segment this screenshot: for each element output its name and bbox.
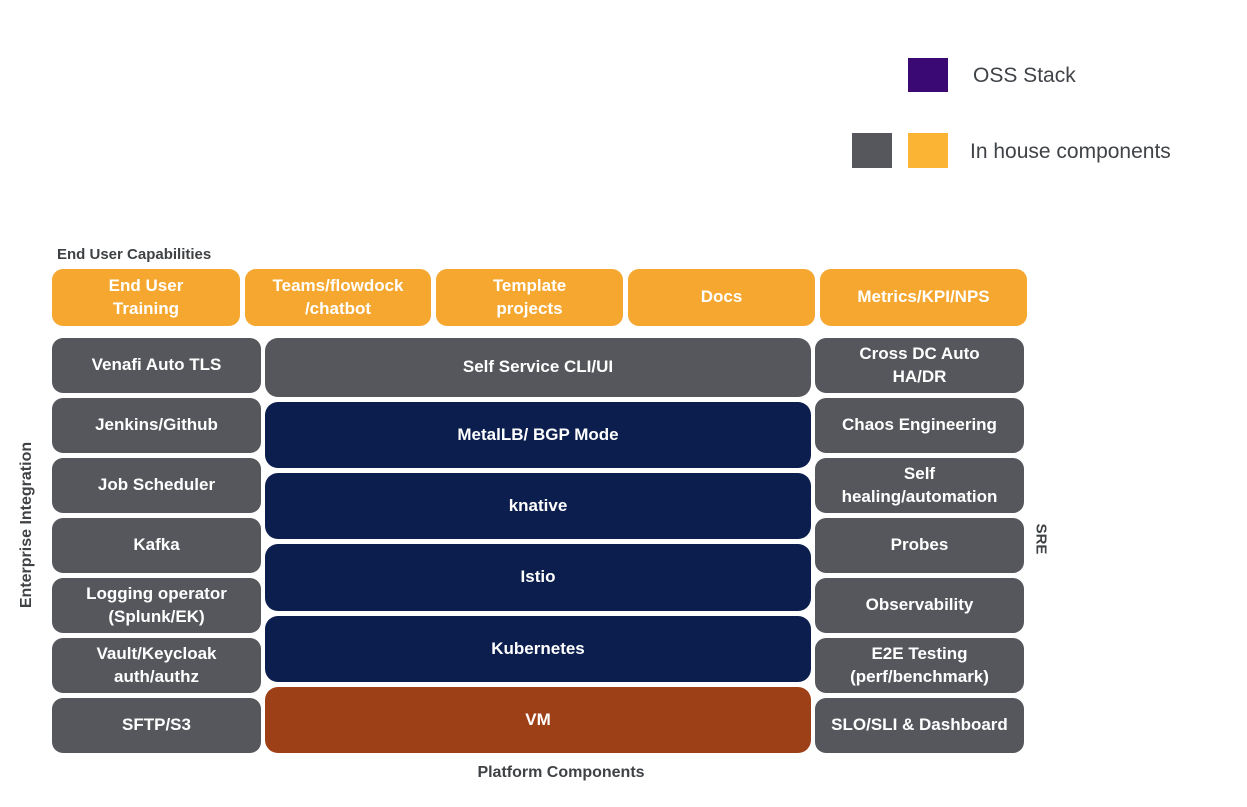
platform-box: Kubernetes — [265, 615, 811, 682]
sre-box: E2E Testing (perf/benchmark) — [815, 638, 1024, 693]
capability-box: Teams/flowdock /chatbot — [245, 269, 431, 326]
sre-box: Self healing/automation — [815, 458, 1024, 513]
platform-box: Self Service CLI/UI — [265, 338, 811, 397]
sre-heading: SRE — [1032, 523, 1050, 555]
sre-box: SLO/SLI & Dashboard — [815, 698, 1024, 753]
inhouse-gray-swatch — [852, 133, 892, 168]
oss-stack-swatch — [908, 58, 948, 92]
platform-components-heading: Platform Components — [477, 764, 645, 781]
platform-box: VM — [265, 686, 811, 754]
platform-box: Istio — [265, 544, 811, 611]
enterprise-integration-box: SFTP/S3 — [52, 698, 261, 753]
inhouse-legend-label: In house components — [970, 140, 1171, 163]
inhouse-orange-swatch — [908, 133, 948, 168]
sre-column: Cross DC Auto HA/DR Chaos Engineering Self… — [815, 338, 1024, 753]
capability-box: Docs — [628, 269, 815, 326]
platform-box: knative — [265, 473, 811, 540]
end-user-capabilities-heading: End User Capabilities — [57, 246, 212, 263]
enterprise-integration-box: Logging operator (Splunk/EK) — [52, 578, 261, 633]
sre-box: Chaos Engineering — [815, 398, 1024, 453]
oss-stack-legend-label: OSS Stack — [973, 64, 1076, 87]
sre-box: Cross DC Auto HA/DR — [815, 338, 1024, 393]
enterprise-integration-heading: Enterprise Integration — [18, 441, 35, 609]
enterprise-integration-box: Kafka — [52, 518, 261, 573]
enterprise-integration-box: Jenkins/Github — [52, 398, 261, 453]
platform-components-column: Self Service CLI/UI MetalLB/ BGP Mode knat… — [265, 338, 811, 754]
enterprise-integration-column: Venafi Auto TLS Jenkins/Github Job Schedul… — [52, 338, 261, 753]
capability-box: End User Training — [52, 269, 240, 326]
diagram-board: End User Training Teams/flowdock /chatbot… — [52, 269, 1027, 754]
capabilities-row: End User Training Teams/flowdock /chatbot… — [52, 269, 1027, 326]
main-grid: Venafi Auto TLS Jenkins/Github Job Schedul… — [52, 338, 1024, 754]
sre-box: Observability — [815, 578, 1024, 633]
capability-box: Template projects — [436, 269, 623, 326]
enterprise-integration-box: Venafi Auto TLS — [52, 338, 261, 393]
sre-box: Probes — [815, 518, 1024, 573]
platform-box: MetalLB/ BGP Mode — [265, 402, 811, 469]
enterprise-integration-box: Vault/Keycloak auth/authz — [52, 638, 261, 693]
enterprise-integration-box: Job Scheduler — [52, 458, 261, 513]
capability-box: Metrics/KPI/NPS — [820, 269, 1027, 326]
